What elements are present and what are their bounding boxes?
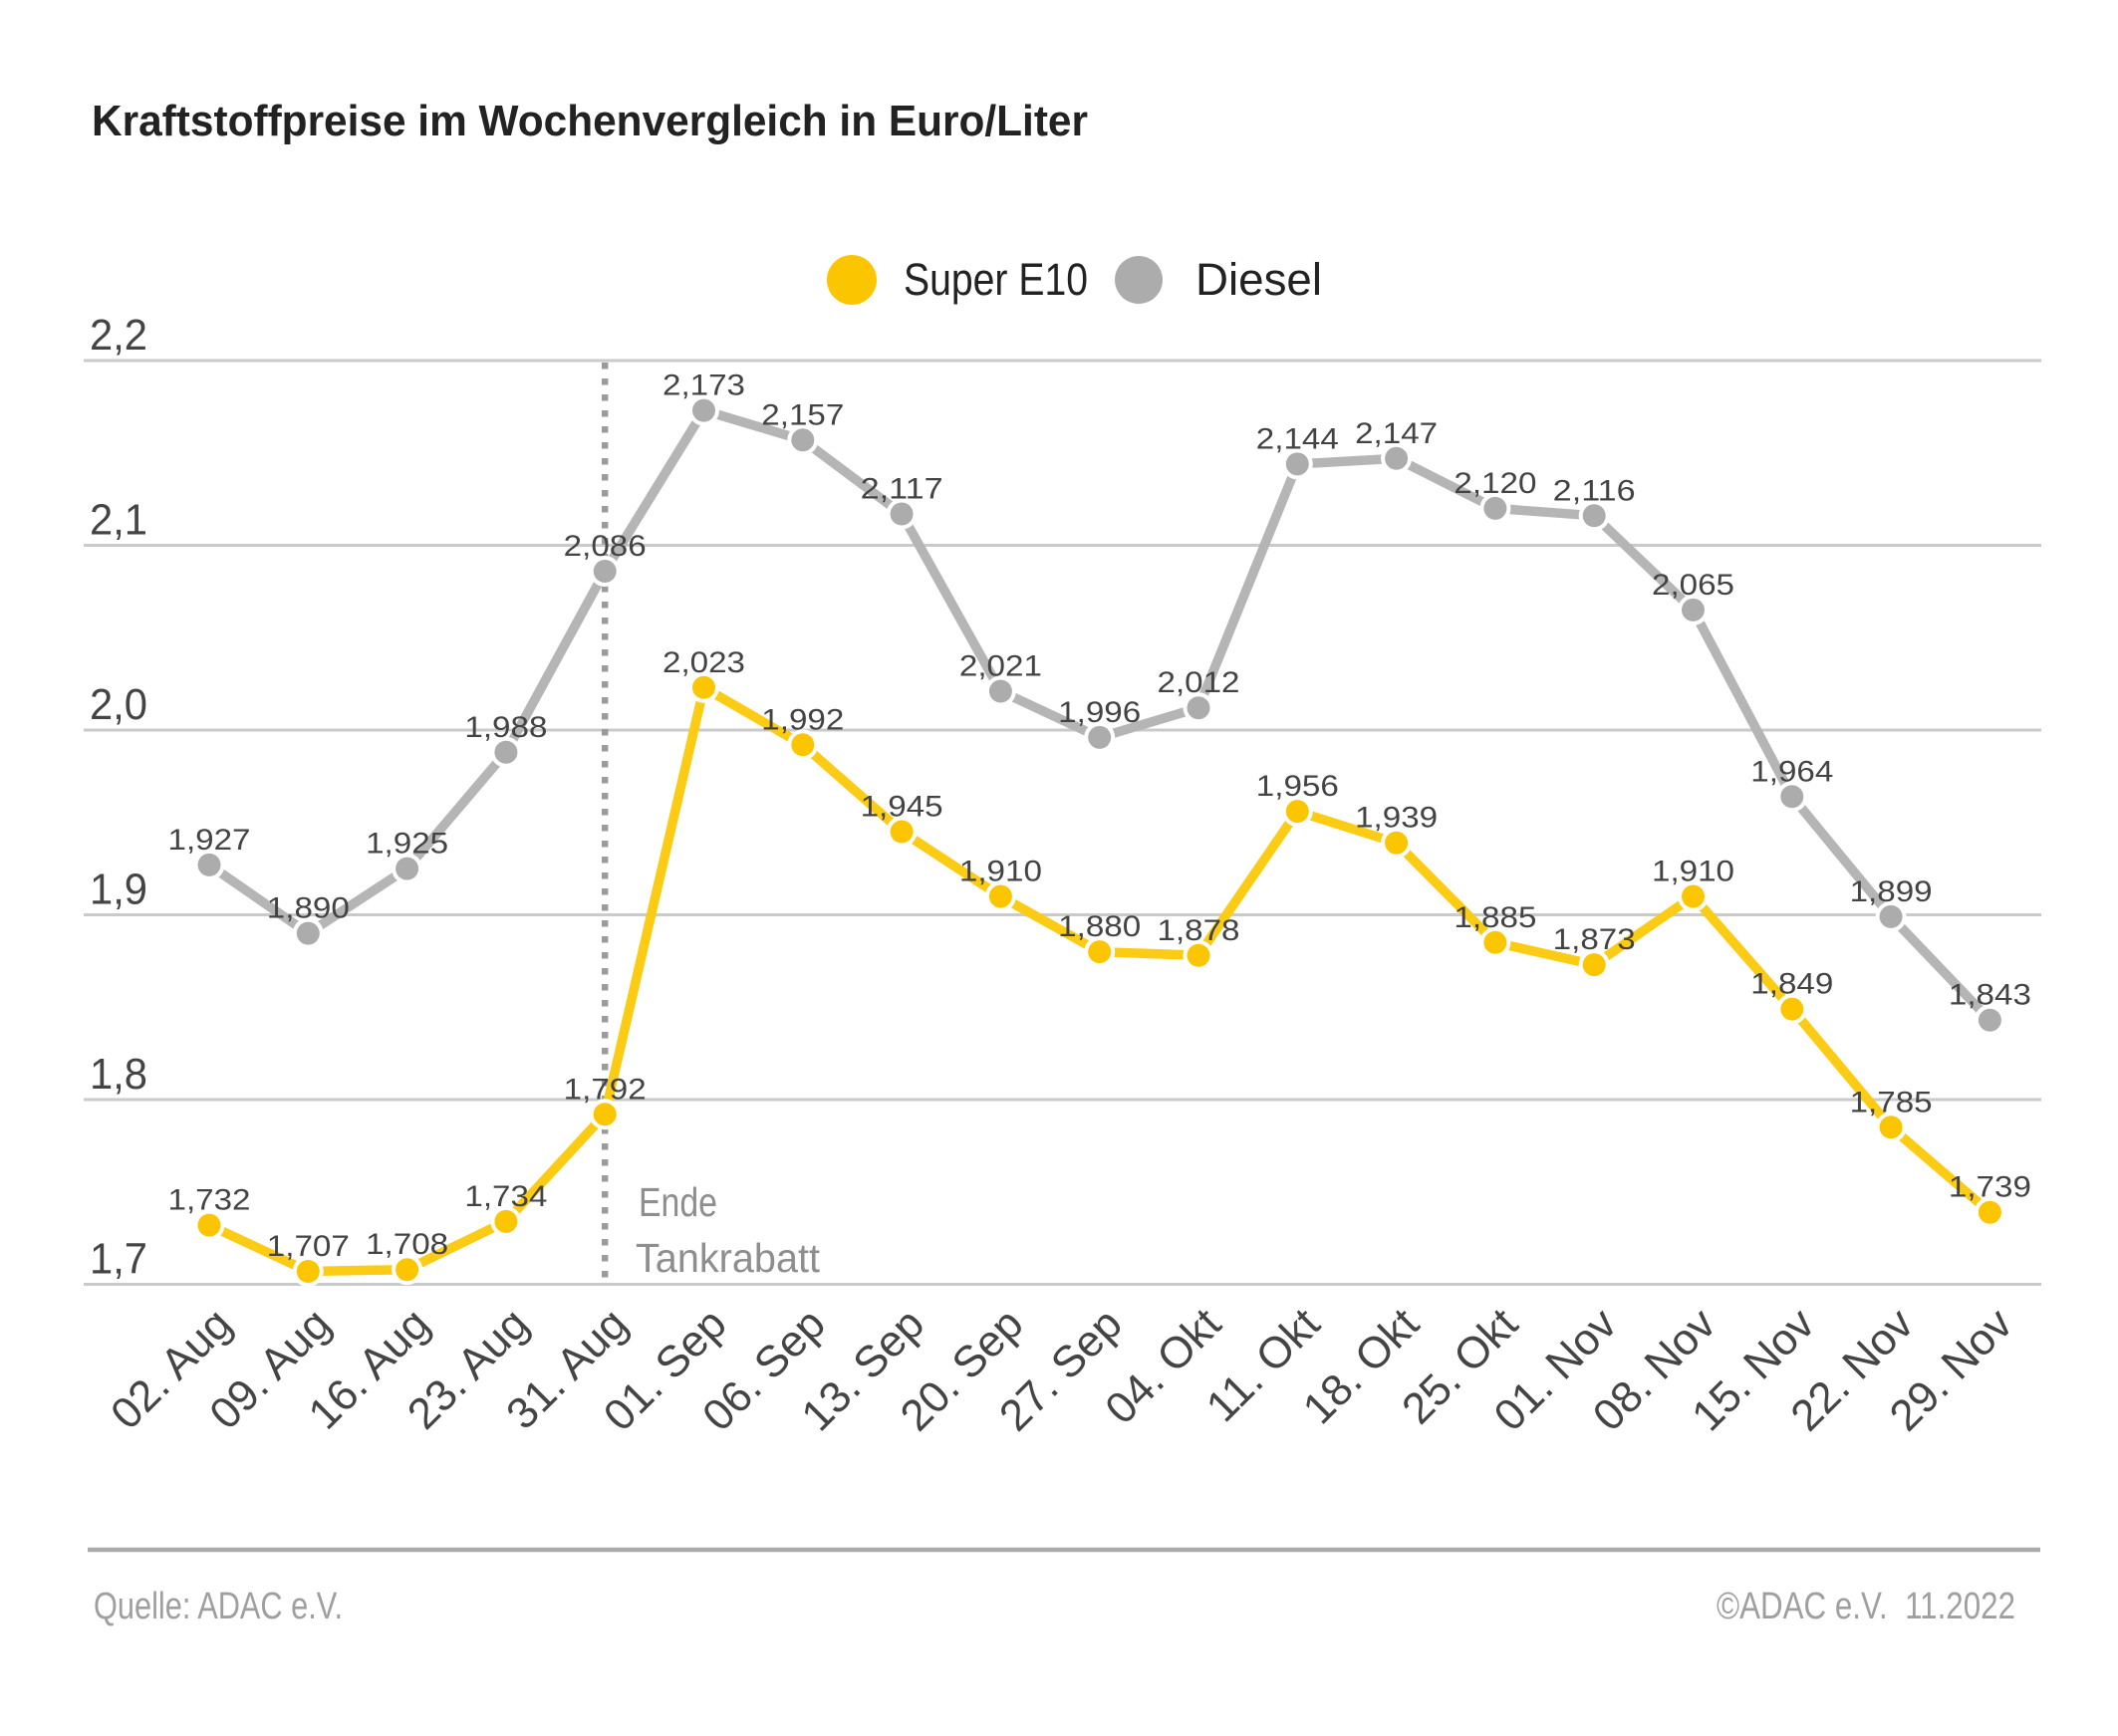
svg-text:1,843: 1,843 xyxy=(1949,979,2031,1012)
svg-text:1,849: 1,849 xyxy=(1750,968,1833,1001)
svg-text:2,2: 2,2 xyxy=(90,311,147,360)
svg-text:1,9: 1,9 xyxy=(90,866,147,914)
svg-text:Quelle: ADAC e.V.: Quelle: ADAC e.V. xyxy=(94,1586,343,1627)
svg-text:1,873: 1,873 xyxy=(1553,923,1636,956)
svg-text:1,885: 1,885 xyxy=(1454,901,1536,934)
svg-text:2,157: 2,157 xyxy=(761,398,844,431)
svg-text:2,144: 2,144 xyxy=(1256,422,1339,455)
svg-text:Kraftstoffpreise im Wochenverg: Kraftstoffpreise im Wochenvergleich in E… xyxy=(92,97,1088,145)
svg-text:1,927: 1,927 xyxy=(168,824,251,857)
svg-text:1,878: 1,878 xyxy=(1158,914,1240,947)
svg-text:1,964: 1,964 xyxy=(1750,755,1833,788)
svg-text:2,012: 2,012 xyxy=(1158,666,1240,699)
svg-text:1,732: 1,732 xyxy=(168,1184,251,1217)
svg-text:1,992: 1,992 xyxy=(761,703,844,736)
svg-text:2,120: 2,120 xyxy=(1454,467,1536,500)
svg-text:1,7: 1,7 xyxy=(90,1235,147,1284)
svg-text:2,1: 2,1 xyxy=(90,496,147,545)
svg-text:2,021: 2,021 xyxy=(959,650,1042,683)
svg-text:1,890: 1,890 xyxy=(267,892,350,925)
svg-text:Ende: Ende xyxy=(639,1179,717,1225)
svg-text:1,785: 1,785 xyxy=(1850,1086,1933,1118)
svg-text:1,8: 1,8 xyxy=(90,1050,147,1099)
svg-text:1,925: 1,925 xyxy=(366,828,448,861)
svg-text:Diesel: Diesel xyxy=(1195,254,1322,305)
svg-text:2,173: 2,173 xyxy=(662,370,745,402)
svg-text:1,899: 1,899 xyxy=(1850,875,1933,908)
svg-text:Super E10: Super E10 xyxy=(904,254,1088,305)
svg-text:2,147: 2,147 xyxy=(1355,417,1438,450)
svg-text:1,956: 1,956 xyxy=(1256,770,1339,803)
svg-text:1,910: 1,910 xyxy=(959,856,1042,888)
svg-text:1,880: 1,880 xyxy=(1058,910,1141,943)
svg-text:1,939: 1,939 xyxy=(1355,802,1438,835)
svg-text:1,996: 1,996 xyxy=(1058,696,1141,729)
svg-text:1,707: 1,707 xyxy=(267,1230,350,1263)
svg-text:1,708: 1,708 xyxy=(366,1228,448,1261)
svg-text:2,117: 2,117 xyxy=(861,473,943,506)
svg-text:2,023: 2,023 xyxy=(662,646,745,679)
svg-text:2,086: 2,086 xyxy=(564,530,647,563)
svg-text:1,988: 1,988 xyxy=(464,711,547,744)
svg-text:2,116: 2,116 xyxy=(1553,474,1636,507)
svg-text:1,739: 1,739 xyxy=(1949,1171,2031,1204)
svg-text:1,792: 1,792 xyxy=(564,1073,647,1106)
svg-text:1,910: 1,910 xyxy=(1652,856,1734,888)
svg-text:©ADAC e.V. 11.2022: ©ADAC e.V. 11.2022 xyxy=(1717,1586,2015,1627)
svg-text:2,0: 2,0 xyxy=(90,680,147,729)
svg-text:2,065: 2,065 xyxy=(1652,569,1734,602)
svg-text:1,734: 1,734 xyxy=(464,1180,547,1213)
svg-text:Tankrabatt: Tankrabatt xyxy=(636,1235,821,1281)
svg-text:1,945: 1,945 xyxy=(861,791,943,824)
